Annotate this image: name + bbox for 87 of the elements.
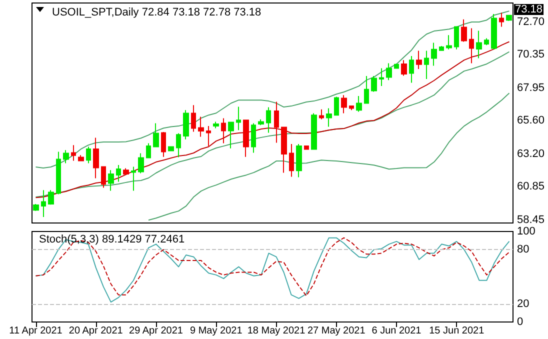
x-tick-label: 18 May 2021 bbox=[247, 326, 306, 336]
candlestick bbox=[93, 137, 99, 179]
x-tick-label: 11 Apr 2021 bbox=[9, 326, 63, 336]
candlestick bbox=[153, 122, 159, 148]
candlestick bbox=[274, 101, 279, 144]
candlestick bbox=[476, 30, 482, 59]
candlestick bbox=[319, 108, 324, 120]
candlestick bbox=[78, 154, 84, 162]
candlestick bbox=[86, 146, 91, 164]
candlestick bbox=[424, 50, 429, 80]
text: 73.18 bbox=[515, 4, 543, 16]
y-tick-label: 72.70 bbox=[517, 16, 545, 28]
candlestick bbox=[431, 42, 437, 66]
candlestick bbox=[213, 121, 219, 129]
y-tick-label: 67.95 bbox=[517, 82, 545, 94]
line-series bbox=[148, 92, 510, 221]
candlestick bbox=[409, 56, 414, 84]
y-tick-label: 80 bbox=[517, 244, 530, 256]
candlestick bbox=[454, 26, 459, 50]
candlestick bbox=[484, 38, 489, 46]
candlestick bbox=[228, 121, 234, 149]
candlestick bbox=[258, 118, 264, 126]
candlestick bbox=[116, 164, 121, 182]
x-tick-label: 15 Jun 2021 bbox=[429, 326, 485, 336]
candlestick bbox=[349, 106, 354, 111]
candlestick bbox=[469, 28, 474, 64]
candlestick bbox=[386, 62, 392, 81]
candlestick bbox=[439, 46, 444, 52]
candlestick bbox=[243, 120, 249, 158]
y-tick-label: 0 bbox=[517, 316, 524, 328]
candlestick bbox=[506, 14, 512, 22]
chart-title: Stoch(5,3,3) 89.1429 77.2461 bbox=[39, 234, 185, 246]
candlestick bbox=[168, 146, 174, 152]
candlestick bbox=[394, 63, 399, 69]
candlestick bbox=[326, 108, 332, 128]
y-tick-label: 65.60 bbox=[517, 114, 545, 127]
candlestick bbox=[416, 50, 422, 70]
candlestick bbox=[41, 190, 46, 218]
candlestick bbox=[296, 143, 302, 178]
candlestick bbox=[446, 34, 452, 50]
x-tick-label: 29 Apr 2021 bbox=[129, 326, 184, 336]
candlestick bbox=[183, 110, 189, 140]
candlestick bbox=[304, 146, 309, 150]
candlestick bbox=[221, 118, 226, 144]
x-tick-label: 6 Jun 2021 bbox=[372, 326, 422, 336]
candlestick bbox=[206, 126, 211, 147]
x-tick-label: 27 May 2021 bbox=[307, 326, 366, 336]
candlestick bbox=[161, 132, 166, 158]
candlestick bbox=[401, 60, 407, 76]
y-tick-label: 60.85 bbox=[517, 180, 545, 193]
candlestick bbox=[33, 203, 39, 212]
chart-title: USOIL_SPT,Daily 72.84 73.18 72.78 73.18 bbox=[52, 6, 262, 18]
candlestick bbox=[251, 122, 256, 154]
candlestick bbox=[131, 166, 136, 192]
candlestick bbox=[341, 94, 347, 114]
candlestick bbox=[198, 116, 204, 138]
candlestick bbox=[379, 68, 384, 87]
x-tick-label: 20 Apr 2021 bbox=[68, 326, 124, 336]
candlestick bbox=[356, 96, 362, 112]
candlestick bbox=[71, 144, 76, 162]
candlestick bbox=[364, 76, 369, 104]
candlestick bbox=[176, 132, 181, 158]
candlestick bbox=[281, 126, 287, 174]
candlestick bbox=[289, 143, 294, 178]
candlestick bbox=[108, 170, 114, 192]
candlestick bbox=[371, 76, 377, 92]
candlestick bbox=[63, 150, 69, 164]
y-tick-label: 100 bbox=[517, 226, 536, 238]
y-tick-label: 58.45 bbox=[517, 214, 545, 226]
candlestick bbox=[146, 142, 151, 158]
candlestick bbox=[461, 18, 467, 42]
candlestick bbox=[101, 166, 106, 188]
candlestick bbox=[311, 112, 317, 150]
candlestick bbox=[191, 104, 196, 132]
candlestick bbox=[123, 168, 129, 176]
candlestick bbox=[499, 12, 504, 28]
x-tick-label: 9 May 2021 bbox=[190, 326, 243, 336]
y-tick-label: 63.20 bbox=[517, 148, 545, 160]
candlestick bbox=[491, 13, 497, 50]
y-tick-label: 70.35 bbox=[517, 48, 545, 61]
candlestick bbox=[56, 151, 61, 195]
candlestick bbox=[236, 106, 241, 131]
candlestick bbox=[266, 106, 271, 134]
candlestick bbox=[334, 96, 339, 116]
y-tick-label: 20 bbox=[517, 298, 530, 310]
candlestick bbox=[48, 190, 54, 206]
candlestick bbox=[138, 152, 144, 174]
